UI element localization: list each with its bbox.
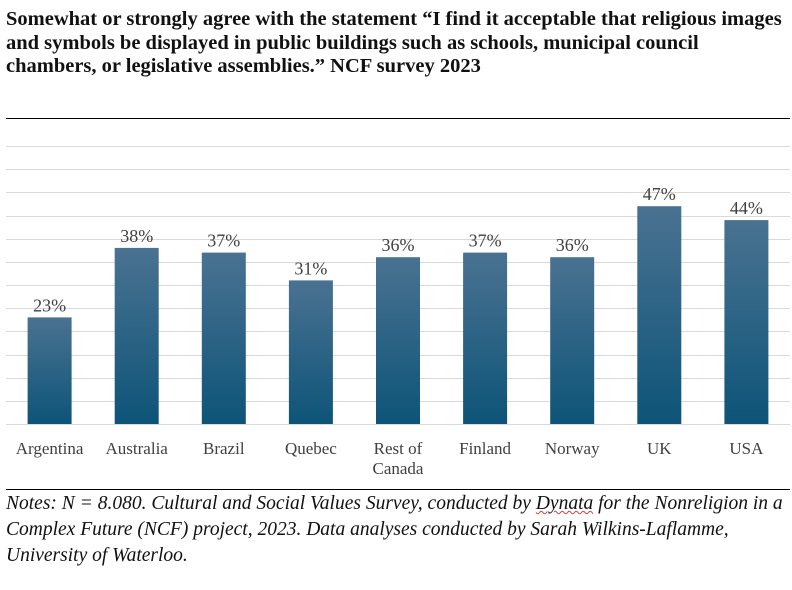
x-tick-label-line: USA bbox=[729, 439, 764, 458]
data-label-brazil: 37% bbox=[207, 231, 240, 251]
data-label-usa: 44% bbox=[730, 198, 763, 218]
x-tick-label-line: Quebec bbox=[285, 439, 337, 458]
bar-chart: 23% 38% 37% 31% 36% 37% 36% 47% 44% Argentina Aus… bbox=[6, 146, 790, 478]
data-label-rest-of-canada: 36% bbox=[382, 235, 415, 255]
x-tick-label-line: Australia bbox=[106, 439, 169, 458]
bar-quebec bbox=[288, 280, 333, 424]
data-label-argentina: 23% bbox=[33, 295, 66, 315]
bar-australia bbox=[114, 247, 159, 424]
data-label-australia: 38% bbox=[120, 226, 153, 246]
x-tick-label-argentina: Argentina bbox=[16, 439, 84, 458]
title-divider bbox=[6, 118, 790, 119]
x-tick-label-line: Brazil bbox=[203, 439, 245, 458]
data-labels: 23% 38% 37% 31% 36% 37% 36% 47% 44% bbox=[33, 184, 763, 315]
bar-norway bbox=[550, 257, 595, 424]
bar-uk bbox=[637, 206, 682, 424]
x-tick-label-line: UK bbox=[647, 439, 672, 458]
notes-text-before: Notes: N = 8.080. Cultural and Social Va… bbox=[6, 493, 536, 514]
chart-notes: Notes: N = 8.080. Cultural and Social Va… bbox=[6, 491, 786, 569]
x-tick-label-rest-of-canada: Rest of Canada bbox=[373, 439, 424, 478]
bar-argentina bbox=[27, 317, 72, 424]
x-tick-label-line: Rest of bbox=[374, 439, 423, 458]
data-label-norway: 36% bbox=[556, 235, 589, 255]
data-label-finland: 37% bbox=[469, 231, 502, 251]
data-label-quebec: 31% bbox=[294, 258, 327, 278]
notes-text-after: for the Nonreligion in a Complex Future … bbox=[6, 493, 783, 566]
data-label-uk: 47% bbox=[643, 184, 676, 204]
x-tick-label-uk: UK bbox=[647, 439, 672, 458]
x-tick-label-norway: Norway bbox=[545, 439, 600, 458]
bars bbox=[27, 206, 769, 424]
x-tick-label-usa: USA bbox=[729, 439, 764, 458]
x-tick-label-finland: Finland bbox=[459, 439, 511, 458]
bar-brazil bbox=[201, 252, 246, 424]
x-tick-label-brazil: Brazil bbox=[203, 439, 245, 458]
bar-finland bbox=[463, 252, 508, 424]
x-tick-label-line: Argentina bbox=[16, 439, 84, 458]
x-tick-label-line: Canada bbox=[373, 459, 424, 478]
x-tick-label-line: Norway bbox=[545, 439, 600, 458]
x-tick-label-australia: Australia bbox=[106, 439, 169, 458]
notes-flagged-word: Dynata bbox=[535, 493, 594, 514]
bar-rest-of-canada bbox=[376, 257, 420, 424]
x-tick-labels: Argentina Australia Brazil Quebec Rest of Can… bbox=[16, 439, 764, 478]
notes-divider bbox=[6, 489, 790, 490]
bar-usa bbox=[724, 220, 769, 424]
x-tick-label-quebec: Quebec bbox=[285, 439, 337, 458]
x-tick-label-line: Finland bbox=[459, 439, 511, 458]
chart-title: Somewhat or strongly agree with the stat… bbox=[6, 8, 782, 77]
